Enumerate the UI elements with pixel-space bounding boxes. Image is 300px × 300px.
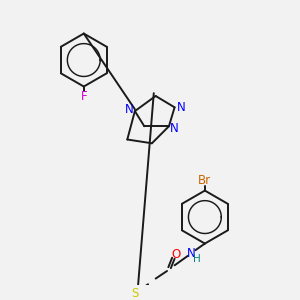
Text: Br: Br	[198, 174, 212, 187]
Text: F: F	[80, 90, 87, 104]
Text: N: N	[187, 247, 196, 260]
Text: S: S	[131, 287, 139, 300]
Text: N: N	[177, 101, 186, 114]
Text: H: H	[194, 254, 201, 264]
Text: N: N	[125, 103, 134, 116]
Text: N: N	[170, 122, 179, 135]
Text: O: O	[172, 248, 181, 261]
